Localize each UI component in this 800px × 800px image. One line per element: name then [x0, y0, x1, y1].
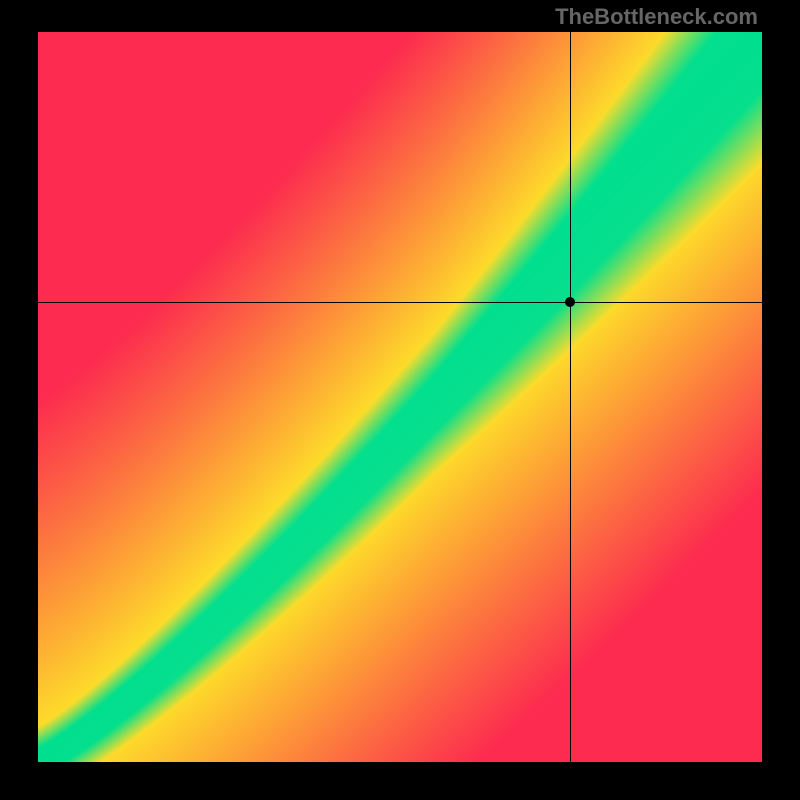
- bottleneck-heatmap: [38, 32, 762, 762]
- crosshair-vertical: [570, 32, 571, 762]
- crosshair-horizontal: [38, 302, 762, 303]
- watermark-text: TheBottleneck.com: [555, 4, 758, 30]
- crosshair-marker: [565, 297, 575, 307]
